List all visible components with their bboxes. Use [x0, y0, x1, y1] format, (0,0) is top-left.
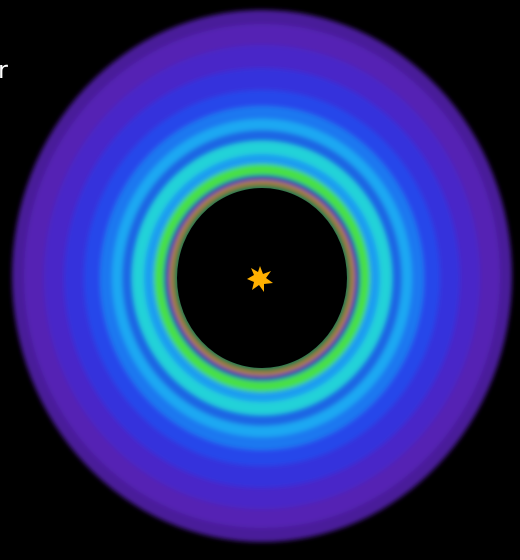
- label: r: [0, 56, 8, 84]
- star: [247, 266, 273, 292]
